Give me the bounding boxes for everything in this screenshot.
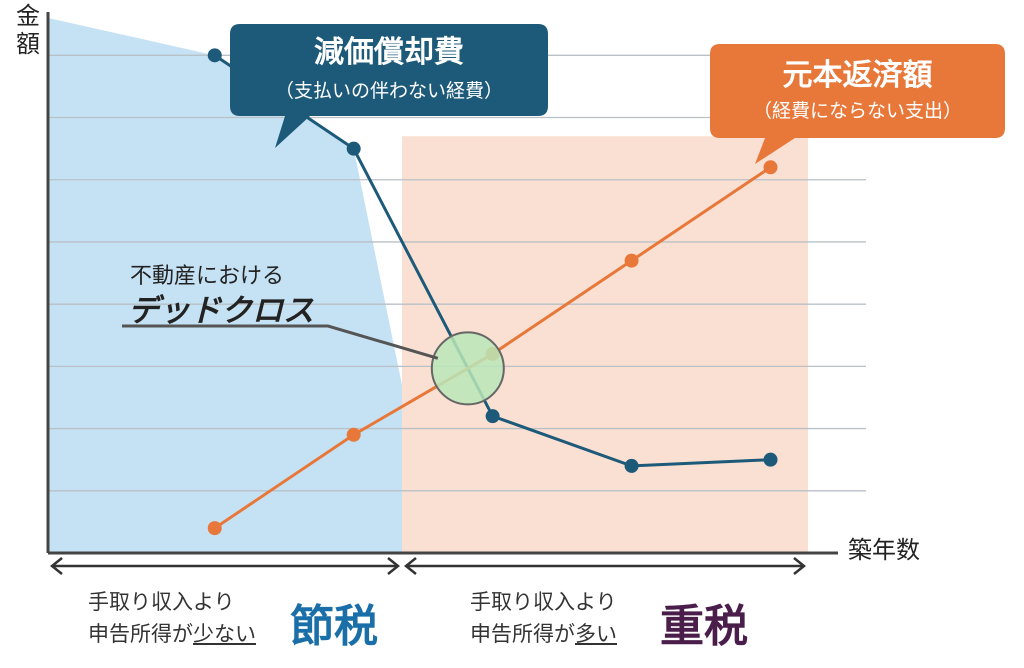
data-point — [763, 452, 778, 467]
heavy-tax-text-prefix: 申告所得が — [470, 622, 575, 646]
depreciation-callout-title: 減価償却費 — [314, 35, 464, 70]
arrow-head-left — [49, 557, 63, 575]
repayment-callout-subtitle: （経費にならない支出） — [752, 100, 962, 122]
heavy-tax-text-line2: 申告所得が多い — [470, 618, 617, 648]
repayment-callout-title: 元本返済額 — [782, 58, 933, 93]
data-point — [207, 521, 222, 536]
repayment-callout-box — [710, 44, 1005, 164]
dead-cross-caption: 不動産における — [130, 264, 285, 289]
y-axis-label: 金額 — [16, 2, 40, 58]
dead-cross-leader-line — [122, 324, 439, 360]
data-point — [207, 48, 222, 63]
x-axis-label: 築年数 — [848, 536, 920, 564]
range-arrows — [49, 557, 807, 575]
heavy-tax-text-emphasis: 多い — [575, 622, 617, 646]
tax-saving-text-emphasis: 少ない — [193, 622, 256, 646]
tax-saving-text-line2: 申告所得が少ない — [88, 618, 256, 648]
heavy-tax-text-line1: 手取り収入より — [470, 590, 617, 614]
tax-saving-text-prefix: 申告所得が — [88, 622, 193, 646]
arrow-head-right — [387, 557, 401, 575]
depreciation-callout-box — [230, 24, 548, 148]
data-point — [346, 427, 361, 442]
data-point — [763, 160, 778, 175]
tax-saving-badge: 節税 — [290, 601, 378, 652]
data-point — [624, 253, 639, 268]
data-point — [346, 141, 361, 156]
data-point — [624, 458, 639, 473]
dead-cross-marker — [430, 331, 505, 406]
data-point — [485, 409, 500, 424]
dead-cross-title: デッドクロス — [128, 293, 314, 329]
tax-saving-text-line1: 手取り収入より — [88, 590, 235, 614]
heavy-tax-badge: 重税 — [660, 601, 748, 652]
arrow-head-right — [793, 557, 807, 575]
tax-saving-region — [48, 18, 402, 553]
arrow-head-left — [403, 557, 417, 575]
depreciation-callout-subtitle: （支払いの伴わない経費） — [274, 80, 503, 102]
